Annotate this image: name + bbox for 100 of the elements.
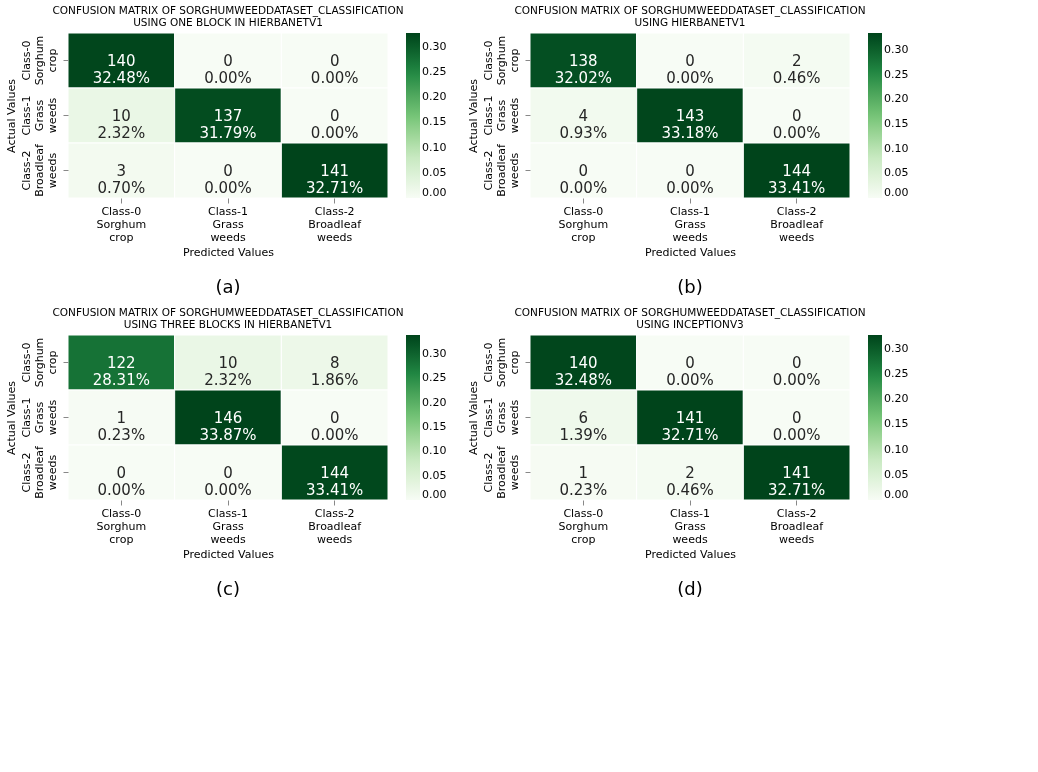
text: (c) <box>216 578 240 599</box>
x-tick-label: Class-0 Sorghum crop <box>558 506 609 546</box>
x-tick-label: Class-1 Grass weeds <box>208 506 248 546</box>
data-label: 0 0.00% <box>310 51 359 87</box>
data-label: 0 0.00% <box>772 408 821 444</box>
chart-title: CONFUSION MATRIX OF SORGHUMWEEDDATASET_CLASSIFICATION USING INCEPTIONV3 <box>514 305 866 330</box>
text: (d) <box>677 578 703 599</box>
x-tick-label: Class-2 Broadleaf weeds <box>770 506 825 546</box>
data-label: 0 0.00% <box>204 463 252 499</box>
color-bar-label: 0.10 <box>422 140 447 154</box>
data-label: 0 0.00% <box>666 161 714 197</box>
color-bar-label: 0.15 <box>884 417 909 431</box>
data-label: 143 33.18% <box>661 106 719 142</box>
y-axis-title: Actual Values <box>466 380 480 455</box>
y-tick-label: Class-2 Broadleaf weeds <box>19 143 59 197</box>
text: (b) <box>677 276 703 297</box>
y-tick-label: Class-1 Grass weeds <box>19 397 59 438</box>
y-tick-label: Class-0 Sorghum crop <box>19 337 59 388</box>
color-bar-label: 0.05 <box>422 165 447 179</box>
data-label: 137 31.79% <box>199 106 257 142</box>
data-label: 141 32.71% <box>768 463 826 499</box>
data-label: 10 2.32% <box>97 106 146 142</box>
color-bar-label: 0.25 <box>422 371 447 385</box>
x-axis-title: Predicted Values <box>182 245 275 259</box>
text: (a) <box>215 276 241 297</box>
color-bar-label: 0.20 <box>884 392 909 406</box>
color-bar-label: 0.15 <box>422 115 447 129</box>
data-label: 0 0.00% <box>772 106 821 142</box>
color-bar-label: 0.00 <box>884 186 909 199</box>
data-label: 0 0.00% <box>310 106 359 142</box>
y-tick-label: Class-0 Sorghum crop <box>481 337 521 388</box>
color-bar-label: 0.10 <box>884 141 909 155</box>
y-tick-label: Class-0 Sorghum crop <box>19 35 59 86</box>
data-label: 10 2.32% <box>204 353 252 389</box>
color-bar-label: 0.15 <box>884 116 909 130</box>
data-label: 141 32.71% <box>661 408 719 444</box>
color-bar-label: 0.25 <box>884 366 909 380</box>
data-label: 4 0.93% <box>559 106 608 142</box>
color-bar-label: 0.05 <box>884 467 909 481</box>
data-label: 0 0.00% <box>772 353 821 389</box>
chart-title: CONFUSION MATRIX OF SORGHUMWEEDDATASET_CLASSIFICATION USING ONE BLOCK IN HIERBANETV1 <box>52 3 404 28</box>
color-bar-label: 0.05 <box>884 166 909 180</box>
color-bar-label: 0.30 <box>422 39 447 53</box>
data-label: 1 0.23% <box>97 408 146 444</box>
y-tick-label: Class-0 Sorghum crop <box>481 35 521 86</box>
color-bar-label: 0.00 <box>422 488 447 501</box>
data-label: 3 0.70% <box>97 161 146 197</box>
color-bar-label: 0.00 <box>884 488 909 501</box>
y-axis-title: Actual Values <box>4 78 18 153</box>
data-label: 0 0.00% <box>559 161 608 197</box>
y-tick-label: Class-2 Broadleaf weeds <box>481 143 521 197</box>
data-label: 1 0.23% <box>559 463 608 499</box>
x-axis-title: Predicted Values <box>644 245 737 259</box>
data-label: 141 32.71% <box>306 161 364 197</box>
x-axis-title: Predicted Values <box>644 547 737 561</box>
color-bar-label: 0.10 <box>884 442 909 456</box>
y-tick-label: Class-2 Broadleaf weeds <box>481 445 521 499</box>
x-tick-label: Class-2 Broadleaf weeds <box>308 204 363 244</box>
color-bar-label: 0.20 <box>422 90 447 104</box>
x-tick-label: Class-1 Grass weeds <box>208 204 248 244</box>
data-label: 144 33.41% <box>306 463 364 499</box>
y-axis-title: Actual Values <box>4 380 18 455</box>
data-label: 0 0.00% <box>97 463 146 499</box>
color-bar-label: 0.05 <box>422 468 447 482</box>
data-label: 0 0.00% <box>310 408 359 444</box>
data-label: 144 33.41% <box>768 161 826 197</box>
y-tick-label: Class-1 Grass weeds <box>19 95 59 136</box>
y-tick-label: Class-2 Broadleaf weeds <box>19 445 59 499</box>
data-label: 2 0.46% <box>666 463 714 499</box>
x-tick-label: Class-0 Sorghum crop <box>96 204 147 244</box>
data-label: 6 1.39% <box>559 408 608 444</box>
color-bar-label: 0.30 <box>422 346 447 360</box>
data-label: 2 0.46% <box>772 51 821 87</box>
y-tick-label: Class-1 Grass weeds <box>481 397 521 438</box>
x-tick-label: Class-0 Sorghum crop <box>96 506 147 546</box>
color-bar-label: 0.00 <box>422 186 447 199</box>
x-axis-title: Predicted Values <box>182 547 275 561</box>
x-tick-label: Class-1 Grass weeds <box>670 506 710 546</box>
data-label: 140 32.48% <box>554 353 612 389</box>
data-label: 138 32.02% <box>554 51 612 87</box>
chart-title: CONFUSION MATRIX OF SORGHUMWEEDDATASET_CLASSIFICATION USING THREE BLOCKS IN HIERBANETV1 <box>52 305 404 330</box>
data-label: 140 32.48% <box>92 51 150 87</box>
data-label: 122 28.31% <box>92 353 150 389</box>
color-bar-label: 0.20 <box>884 92 909 106</box>
data-label: 0 0.00% <box>204 51 252 87</box>
x-tick-label: Class-2 Broadleaf weeds <box>308 506 363 546</box>
color-bar-label: 0.15 <box>422 419 447 433</box>
color-bar-label: 0.30 <box>884 341 909 355</box>
color-bar-label: 0.20 <box>422 395 447 409</box>
data-label: 8 1.86% <box>310 353 359 389</box>
color-bar-label: 0.25 <box>884 67 909 81</box>
color-bar-label: 0.25 <box>422 64 447 78</box>
color-bar-label: 0.10 <box>422 444 447 458</box>
y-tick-label: Class-1 Grass weeds <box>481 95 521 136</box>
data-label: 0 0.00% <box>204 161 252 197</box>
data-label: 146 33.87% <box>199 408 257 444</box>
y-axis-title: Actual Values <box>466 78 480 153</box>
data-label: 0 0.00% <box>666 51 714 87</box>
data-label: 0 0.00% <box>666 353 714 389</box>
chart-title: CONFUSION MATRIX OF SORGHUMWEEDDATASET_CLASSIFICATION USING HIERBANETV1 <box>514 3 866 28</box>
